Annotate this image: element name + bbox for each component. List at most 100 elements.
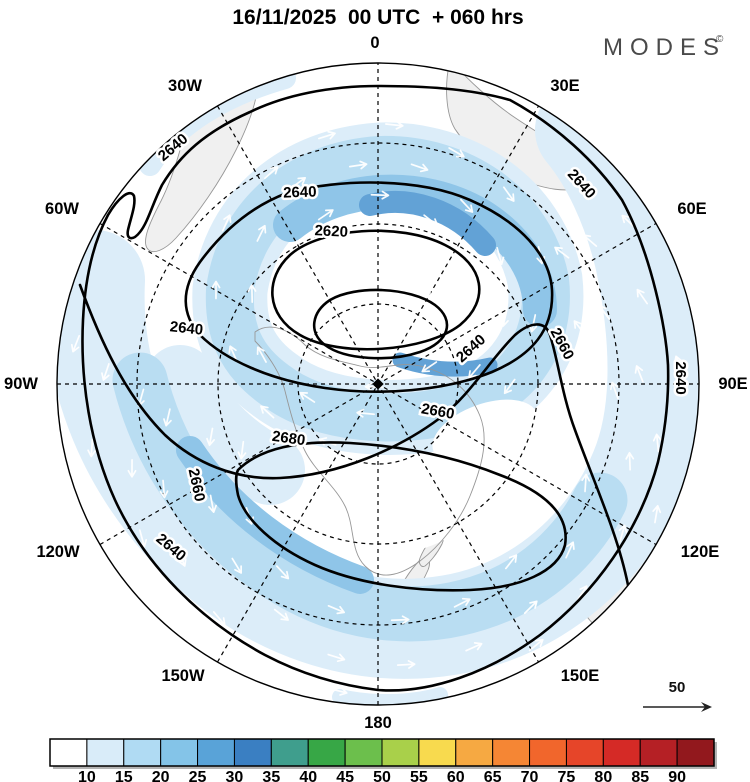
wind-arrow — [317, 209, 334, 221]
colorbar-cell — [565, 738, 604, 767]
longitude-label-30w: 30W — [168, 77, 202, 95]
contour-2660 — [78, 283, 632, 674]
colorbar-tick-label: 30 — [226, 769, 244, 782]
wind-arrow — [256, 224, 267, 242]
page-title: 16/11/2025 00 UTC + 060 hrs — [232, 6, 523, 29]
colorbar-cell — [197, 738, 235, 767]
colorbar-cell — [639, 738, 678, 767]
wind-arrow — [127, 458, 137, 478]
wind-arrow — [101, 363, 110, 381]
contour-label-2640: 2640 — [672, 361, 689, 394]
wind-arrow — [403, 240, 419, 253]
wind-arrow — [247, 284, 257, 303]
colorbar-tick-label: 75 — [558, 769, 576, 782]
colorbar-tick-label: 35 — [262, 769, 280, 782]
wind-arrow — [465, 642, 483, 652]
shade-bottomleft-core-l3 — [176, 436, 374, 594]
colorbar-cell — [455, 738, 494, 767]
wind-arrow — [468, 364, 481, 379]
wind-arrow — [206, 427, 215, 447]
wind-arrow — [410, 163, 429, 173]
contour-2640-outer-ring — [81, 84, 670, 692]
wind-arrow — [87, 438, 97, 458]
colorbar-tick-label: 40 — [299, 769, 317, 782]
colorbar-cell — [418, 738, 457, 767]
longitude-label-120e: 120E — [681, 543, 720, 561]
wind-arrow — [291, 251, 301, 270]
modes-logo-mark: © — [716, 34, 724, 45]
wind-arrow — [159, 479, 169, 499]
wind-arrow — [264, 166, 279, 180]
wind-arrow — [460, 198, 474, 213]
colorbar-cell — [270, 738, 309, 767]
colorbar-tick-label: 60 — [447, 769, 465, 782]
colorbar-cell — [344, 738, 383, 767]
contour-2600-inner — [313, 288, 449, 360]
wind-arrow — [390, 615, 410, 625]
wind-arrow — [418, 407, 436, 417]
reference-vector-head — [701, 702, 712, 712]
wind-arrow — [265, 658, 282, 670]
wind-arrow — [208, 494, 217, 514]
wind-arrow — [571, 406, 581, 425]
wind-arrow — [528, 314, 538, 333]
contour-2620 — [271, 229, 481, 351]
longitude-label-60w: 60W — [45, 200, 79, 218]
wind-arrow — [275, 565, 290, 580]
wind-arrow — [211, 280, 221, 300]
shade-vortex-band-l2 — [205, 135, 570, 442]
colorbar-tick-label: 80 — [594, 769, 612, 782]
pole-marker — [372, 378, 384, 390]
colorbar-tick-label: 70 — [521, 769, 539, 782]
colorbar-cell — [123, 738, 162, 767]
longitude-label-120w: 120W — [36, 543, 80, 561]
colorbar-tick-label: 85 — [631, 769, 649, 782]
colorbar-tick-label: 45 — [336, 769, 354, 782]
longitude-label-150w: 150W — [161, 667, 205, 685]
colorbar-cell — [529, 738, 567, 767]
wind-arrow — [299, 391, 316, 403]
height-contours — [78, 84, 670, 692]
contour-label-2640: 2640 — [169, 318, 204, 338]
contour-label-2660: 2660 — [420, 400, 456, 423]
wind-arrow — [598, 304, 611, 321]
wind-arrow — [221, 214, 232, 232]
wind-arrow — [609, 381, 619, 400]
wind-arrow — [554, 246, 570, 259]
wind-arrow — [453, 597, 471, 608]
colorbar-tick-label: 25 — [189, 769, 207, 782]
clearing-right-of-center — [432, 399, 538, 465]
wind-arrow — [425, 280, 435, 299]
land-tasmania — [619, 649, 637, 671]
modes-logo: MODES — [603, 34, 726, 61]
wind-arrow — [495, 246, 505, 266]
wind-arrow — [256, 346, 267, 363]
longitude-label-60e: 60E — [677, 200, 706, 218]
wind-arrow — [231, 557, 243, 574]
wind-arrow — [319, 256, 330, 274]
wind-arrow — [356, 408, 375, 418]
wind-arrow — [634, 365, 644, 383]
wind-arrow — [421, 361, 438, 373]
colorbar-tick-label: 55 — [410, 769, 428, 782]
wind-arrow — [260, 405, 275, 419]
shade-center-core-l4 — [392, 352, 498, 377]
wind-arrow — [327, 604, 346, 615]
shade-left-connector-l1 — [145, 345, 305, 505]
clearing-ridge — [320, 456, 476, 554]
contour-label-2640: 2640 — [283, 183, 317, 201]
wind-arrow — [212, 611, 226, 626]
wind-arrow — [625, 451, 635, 471]
wind-arrow — [327, 653, 346, 663]
wind-arrow — [370, 190, 390, 200]
map-boundary-circle — [56, 62, 700, 706]
wind-arrow — [385, 120, 404, 130]
longitude-labels: 0 30E 60E 90E 120E 150E 180 150W 120W 90W 60W 30W — [4, 34, 748, 732]
colorbar-cell — [233, 738, 272, 767]
longitude-label-0: 0 — [370, 34, 379, 52]
wind-arrows — [70, 120, 683, 696]
colorbar-cell — [86, 738, 125, 767]
shade-bottom-core-l2 — [112, 352, 628, 642]
colorbar-tick-label: 50 — [373, 769, 391, 782]
